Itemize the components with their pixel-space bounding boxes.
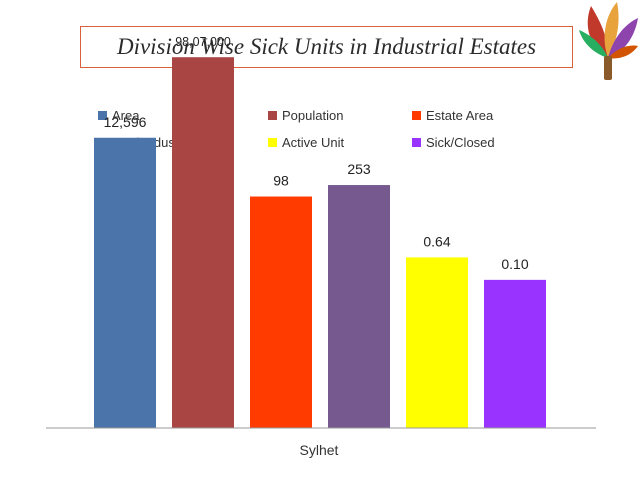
legend-swatch: [412, 137, 421, 147]
data-label: 98: [273, 173, 289, 189]
legend-label: Sick/Closed: [426, 134, 495, 150]
bar: [484, 279, 546, 428]
legend-item: Population: [268, 107, 343, 123]
legend-label: Active Unit: [282, 134, 345, 150]
bar: [328, 185, 390, 428]
legend-item: Sick/Closed: [412, 134, 495, 150]
legend-label: Area: [112, 107, 140, 123]
feather-logo-icon: [579, 2, 638, 80]
bar: [406, 257, 468, 428]
legend-item: Estate Area: [412, 107, 493, 123]
data-label: 0.64: [423, 233, 450, 249]
legend-swatch: [268, 137, 277, 147]
bar: [94, 137, 156, 428]
legend-swatch: [412, 110, 421, 120]
data-label: 12,596: [104, 114, 147, 130]
data-label: 253: [347, 161, 371, 177]
legend-label: Estate Area: [426, 107, 494, 123]
chart-title: Division Wise Sick Units in Industrial E…: [116, 34, 537, 59]
bar: [172, 57, 234, 429]
legend-swatch: [98, 110, 107, 120]
data-label: 0.10: [501, 256, 528, 272]
legend-swatch: [268, 110, 277, 120]
chart-title-box: Division Wise Sick Units in Industrial E…: [80, 26, 573, 68]
legend-item: Active Unit: [268, 134, 344, 150]
legend-item: Area: [98, 107, 139, 123]
category-label: Sylhet: [299, 442, 339, 458]
data-label: 98,07,000: [175, 35, 231, 49]
bar: [250, 196, 312, 428]
legend-label: Population: [282, 107, 344, 123]
